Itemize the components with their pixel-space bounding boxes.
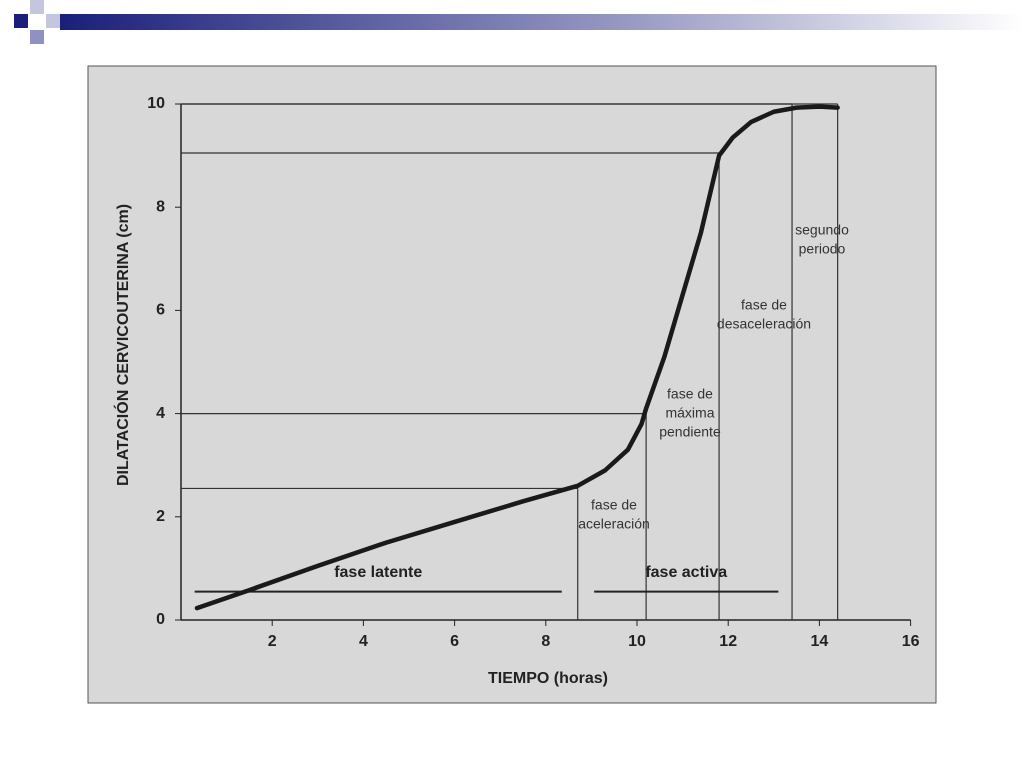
x-tick-label: 16 (902, 633, 920, 650)
decor-square (30, 30, 44, 44)
chart-panel (87, 65, 937, 704)
y-tick-label: 4 (156, 405, 165, 422)
x-tick-label: 8 (541, 633, 550, 650)
annotation: aceleración (578, 516, 650, 532)
annotation: fase de (741, 297, 787, 313)
x-tick-label: 12 (719, 633, 737, 650)
decor-square (14, 14, 28, 28)
annotation: pendiente (659, 424, 721, 440)
y-tick-label: 6 (156, 302, 165, 319)
y-tick-label: 2 (156, 508, 165, 525)
phase-label: fase activa (645, 564, 727, 581)
x-tick-label: 14 (811, 633, 829, 650)
y-axis-label: DILATACIÓN CERVICOUTERINA (cm) (113, 204, 132, 486)
x-tick-label: 2 (268, 633, 277, 650)
annotation: fase de (591, 497, 637, 513)
decor-square (30, 0, 44, 14)
decor-square (46, 14, 60, 28)
x-tick-label: 4 (359, 633, 368, 650)
curve (194, 104, 840, 611)
annotation: periodo (799, 241, 846, 257)
x-tick-label: 10 (628, 633, 646, 650)
y-tick-label: 0 (156, 611, 165, 628)
header-bar (60, 14, 1024, 30)
annotation: fase de (667, 386, 713, 402)
annotation: desaceleración (717, 316, 811, 332)
annotation: máxima (665, 405, 714, 421)
x-axis-label: TIEMPO (horas) (488, 670, 608, 687)
y-tick-label: 8 (156, 198, 165, 215)
annotation: segundo (795, 222, 849, 238)
plot: TIEMPO (horas) DILATACIÓN CERVICOUTERINA… (113, 95, 919, 687)
y-tick-label: 10 (147, 95, 165, 112)
phase-label: fase latente (334, 564, 422, 581)
x-tick-label: 6 (450, 633, 459, 650)
